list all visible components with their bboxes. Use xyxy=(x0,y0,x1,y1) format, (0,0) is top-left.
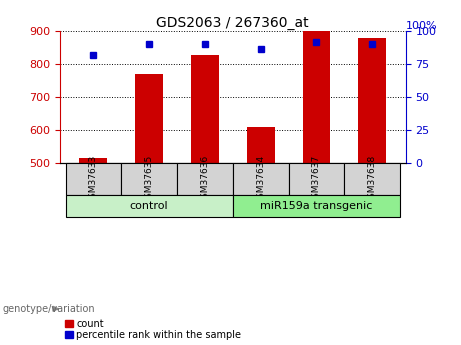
Text: GSM37636: GSM37636 xyxy=(201,154,209,204)
Bar xyxy=(344,162,400,195)
Bar xyxy=(65,162,121,195)
Bar xyxy=(289,162,344,195)
Text: miR159a transgenic: miR159a transgenic xyxy=(260,201,372,211)
Text: genotype/variation: genotype/variation xyxy=(2,304,95,314)
Text: control: control xyxy=(130,201,168,211)
Bar xyxy=(79,158,107,162)
Bar xyxy=(302,31,331,162)
Bar xyxy=(121,162,177,195)
Bar xyxy=(177,162,233,195)
Text: 100%: 100% xyxy=(406,21,437,31)
Text: GSM37637: GSM37637 xyxy=(312,154,321,204)
Bar xyxy=(191,55,219,162)
Title: GDS2063 / 267360_at: GDS2063 / 267360_at xyxy=(156,16,309,30)
Bar xyxy=(233,162,289,195)
Text: GSM37638: GSM37638 xyxy=(368,154,377,204)
Bar xyxy=(233,195,400,217)
Text: GSM37633: GSM37633 xyxy=(89,154,98,204)
Bar xyxy=(135,75,163,162)
Legend: count, percentile rank within the sample: count, percentile rank within the sample xyxy=(65,319,242,340)
Text: GSM37634: GSM37634 xyxy=(256,155,265,204)
Bar xyxy=(65,195,233,217)
Bar xyxy=(247,127,275,162)
Bar xyxy=(358,38,386,162)
Text: GSM37635: GSM37635 xyxy=(145,154,154,204)
